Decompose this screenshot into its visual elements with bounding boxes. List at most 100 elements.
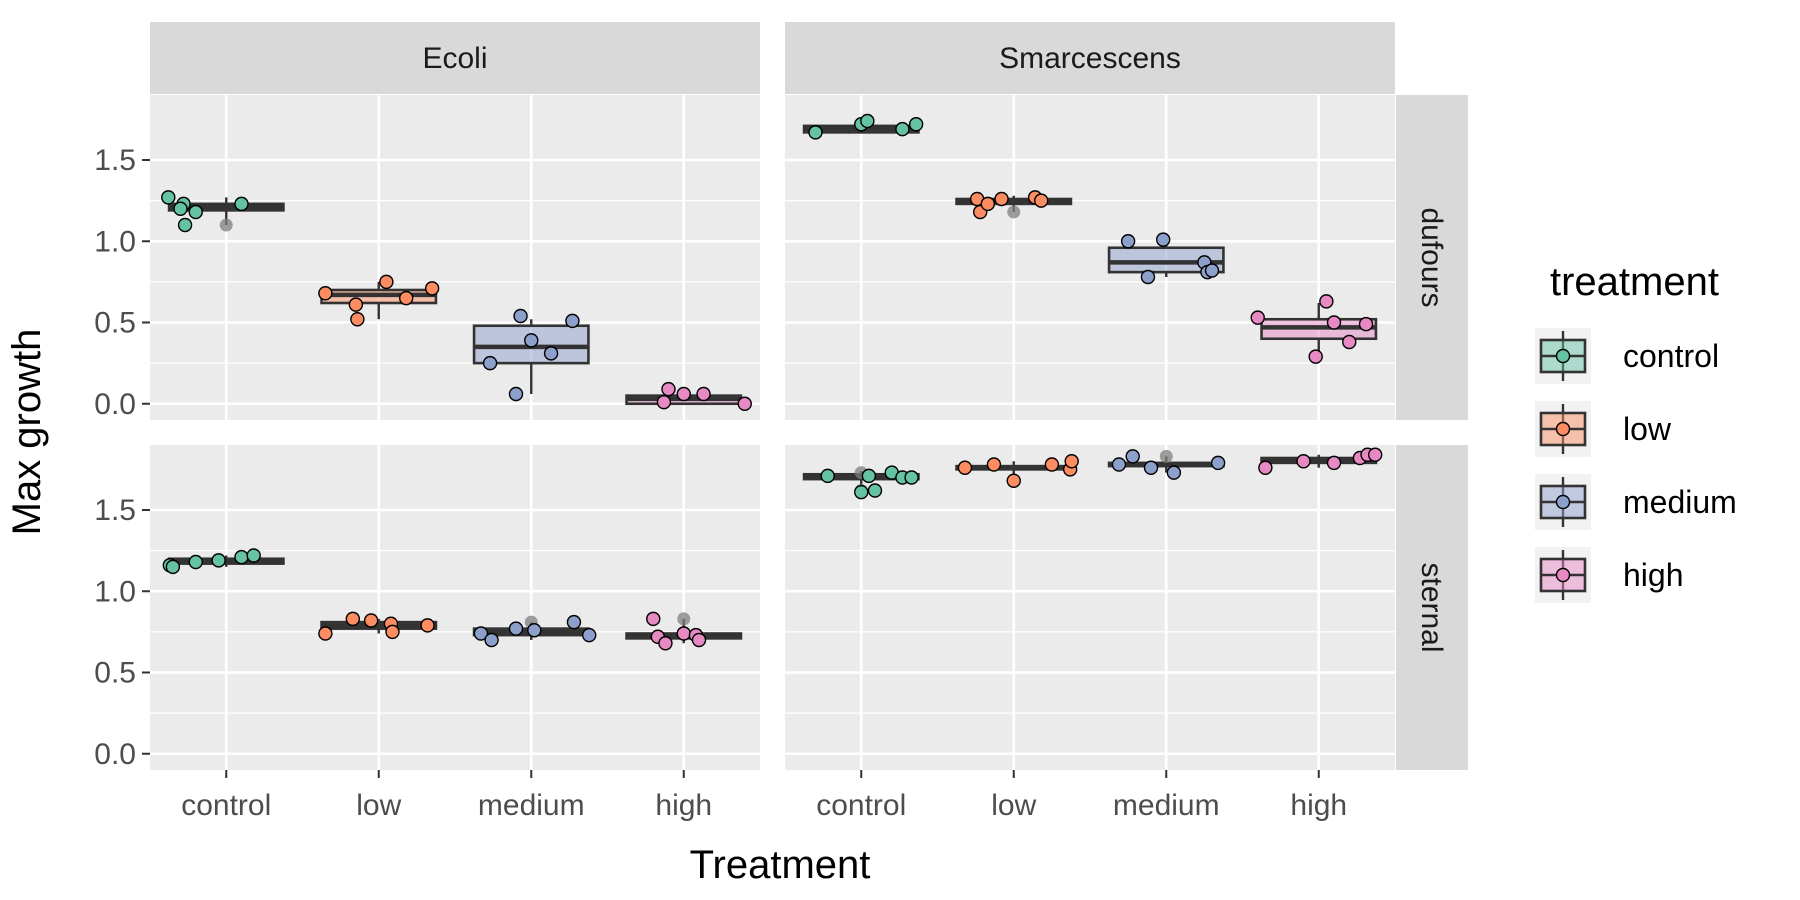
data-point — [582, 627, 597, 643]
data-point — [1326, 315, 1342, 330]
data-point — [161, 190, 176, 205]
data-point — [473, 626, 489, 641]
data-point — [1033, 193, 1049, 208]
data-point — [980, 196, 996, 212]
panel-smarcescens-sternal: control low medium high — [785, 445, 1395, 822]
data-point — [1125, 449, 1140, 464]
data-point — [696, 386, 711, 402]
panel-smarcescens-dufours — [785, 95, 1395, 420]
outlier-point — [219, 218, 233, 232]
data-point — [808, 125, 823, 140]
data-point — [986, 457, 1002, 472]
box-medium — [1107, 449, 1226, 480]
x-tick-label-control: control — [181, 789, 271, 822]
data-point — [508, 386, 524, 402]
data-point — [234, 196, 249, 212]
y-tick-label: 0.0 — [94, 388, 136, 421]
x-tick-label-medium: medium — [1113, 789, 1220, 822]
x-tick-label-control: control — [816, 789, 906, 822]
legend: treatment control low medium high — [1535, 260, 1737, 603]
data-point — [345, 611, 361, 627]
y-tick-label: 1.5 — [94, 144, 136, 177]
facet-label-smarcescens: Smarcescens — [999, 42, 1181, 75]
y-tick-label: 0.0 — [94, 738, 136, 771]
data-point — [482, 355, 498, 371]
data-point — [1319, 294, 1334, 309]
data-point — [318, 286, 333, 301]
data-point — [1296, 454, 1311, 469]
data-point — [676, 626, 691, 641]
data-point — [957, 460, 973, 475]
data-point — [188, 554, 203, 570]
legend-key-point — [1555, 567, 1571, 583]
box-high — [625, 611, 743, 651]
box-medium — [472, 614, 597, 648]
data-point — [1342, 334, 1357, 350]
y-axis-title: Max growth — [5, 329, 49, 536]
legend-label-medium: medium — [1623, 484, 1737, 520]
data-point — [661, 381, 676, 397]
box-high — [1258, 447, 1383, 475]
box-low — [318, 611, 438, 641]
outlier-point — [1159, 449, 1173, 463]
data-point — [318, 626, 333, 641]
data-point — [1143, 460, 1159, 475]
data-point — [246, 548, 261, 563]
x-tick-label-low: low — [991, 789, 1036, 822]
data-point — [1140, 269, 1156, 285]
legend-key-point — [1555, 494, 1571, 510]
box-low — [955, 190, 1073, 220]
data-point — [527, 623, 542, 638]
legend-key-point — [1555, 421, 1571, 437]
data-point — [177, 217, 193, 233]
legend-label-high: high — [1623, 557, 1684, 593]
box-medium — [472, 308, 590, 402]
facet-label-sternal: sternal — [1415, 562, 1448, 652]
facet-label-ecoli: Ecoli — [422, 42, 487, 75]
legend-item-control: control — [1535, 328, 1719, 384]
data-point — [994, 191, 1009, 207]
outlier-point — [1007, 205, 1021, 219]
box-low — [955, 454, 1079, 488]
x-tick-label-high: high — [1290, 789, 1347, 822]
y-tick-label: 1.0 — [94, 575, 136, 608]
box-high — [1250, 294, 1378, 364]
data-point — [904, 470, 919, 485]
data-point — [543, 346, 559, 361]
data-point — [1111, 457, 1127, 472]
data-point — [385, 624, 400, 640]
data-point — [1358, 316, 1374, 332]
data-point — [565, 313, 580, 329]
box-control — [161, 190, 285, 233]
data-point — [188, 204, 203, 220]
legend-item-high: high — [1535, 547, 1684, 603]
data-point — [820, 468, 835, 484]
facet-strip-smarcescens — [785, 22, 1395, 94]
data-point — [173, 201, 188, 216]
legend-title: treatment — [1550, 260, 1719, 304]
data-point — [656, 394, 672, 410]
y-tick-label: 0.5 — [94, 307, 136, 340]
legend-item-medium: medium — [1535, 474, 1737, 530]
data-point — [1250, 310, 1265, 325]
data-point — [1210, 455, 1226, 471]
data-point — [1367, 447, 1383, 462]
box-control — [802, 113, 924, 140]
y-tick-label: 1.5 — [94, 494, 136, 527]
box-control — [162, 548, 285, 575]
data-point — [524, 333, 539, 348]
data-point — [1120, 234, 1136, 249]
data-point — [1166, 465, 1182, 480]
data-point — [424, 281, 440, 296]
panels-layer: Ecoli Smarcescens dufours sternal 0.0 0.5 1.0 1… — [94, 22, 1468, 822]
facet-strip-sternal — [1396, 445, 1468, 770]
data-point — [1155, 232, 1171, 247]
data-point — [737, 396, 752, 411]
box-control — [802, 465, 920, 500]
x-tick-label-low: low — [356, 789, 401, 822]
panel-background — [150, 95, 760, 420]
data-point — [646, 611, 661, 627]
box-high — [625, 381, 752, 411]
data-point — [691, 632, 707, 648]
